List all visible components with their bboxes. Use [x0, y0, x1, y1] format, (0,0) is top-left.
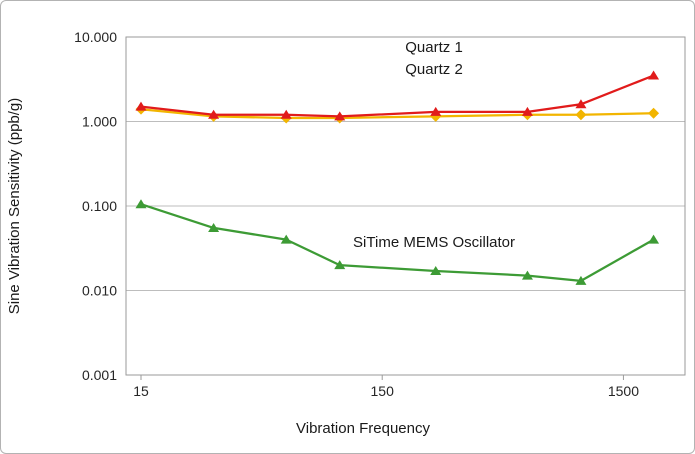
marker-sitime-mems-oscillator: [521, 270, 533, 280]
marker-sitime-mems-oscillator: [575, 275, 587, 285]
tick-layer: 10.000 1.000 0.100 0.010 0.001 15 150 1500: [74, 29, 639, 399]
marker-sitime-mems-oscillator: [280, 234, 292, 244]
marker-quartz-1: [575, 99, 587, 109]
x-tick-label: 150: [371, 383, 395, 399]
marker-quartz-1: [430, 106, 442, 116]
x-tick-label: 15: [133, 383, 149, 399]
y-tick-label: 1.000: [82, 114, 117, 130]
marker-sitime-mems-oscillator: [135, 199, 147, 209]
series-layer: [135, 70, 660, 285]
marker-quartz-1: [334, 111, 346, 121]
marker-sitime-mems-oscillator: [334, 260, 346, 270]
marker-sitime-mems-oscillator: [430, 266, 442, 276]
marker-sitime-mems-oscillator: [648, 234, 660, 244]
grid-layer: [125, 36, 686, 376]
annotation-quartz-2: Quartz 2: [405, 61, 463, 78]
marker-quartz-1: [648, 70, 660, 80]
marker-quartz-1: [135, 101, 147, 111]
x-axis-title: Vibration Frequency: [296, 420, 430, 437]
series-line-quartz-2: [140, 108, 654, 120]
annotation-quartz-1: Quartz 1: [405, 39, 463, 56]
x-tick-label: 1500: [608, 383, 639, 399]
marker-quartz-1: [208, 109, 220, 119]
marker-sitime-mems-oscillator: [208, 222, 220, 232]
annotation-layer: Quartz 1 Quartz 2 SiTime MEMS Oscillator: [353, 39, 515, 251]
plot-border: [125, 36, 686, 376]
series-line-sitime-mems-oscillator: [140, 203, 655, 283]
y-tick-label: 0.100: [82, 198, 117, 214]
marker-quartz-1: [521, 106, 533, 116]
series-line-quartz-1: [140, 74, 655, 118]
y-tick-label: 0.010: [82, 283, 117, 299]
y-tick-label: 10.000: [74, 29, 117, 45]
marker-quartz-2: [575, 109, 587, 121]
y-tick-label: 0.001: [82, 367, 117, 383]
marker-quartz-1: [280, 109, 292, 119]
y-axis-title: Sine Vibration Sensitivity (ppb/g): [6, 98, 23, 315]
marker-quartz-2: [648, 107, 660, 119]
annotation-mems: SiTime MEMS Oscillator: [353, 234, 515, 251]
